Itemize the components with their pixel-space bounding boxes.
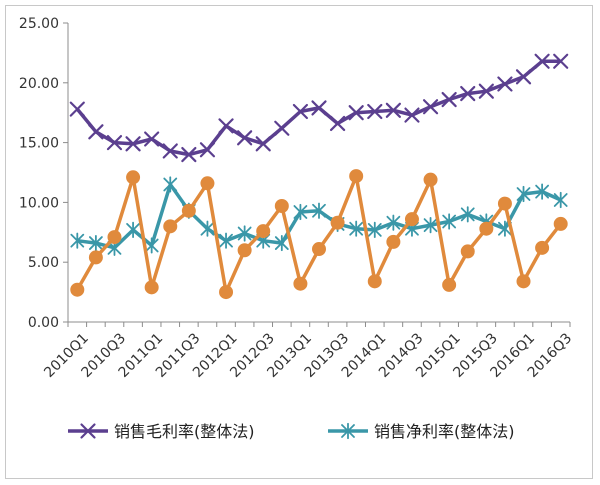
legend-swatch-marker <box>341 422 355 440</box>
y-tick-label: 25.00 <box>19 16 59 32</box>
series-1-point <box>274 234 289 252</box>
series-0-point <box>460 85 476 102</box>
series-2-point <box>219 285 234 300</box>
series-2-point <box>386 234 401 249</box>
series-2-point <box>349 169 364 184</box>
series-2-point <box>126 170 141 185</box>
series-2-point <box>404 212 419 227</box>
series-1-point <box>386 214 401 231</box>
series-2-point <box>163 219 178 234</box>
series-1-point <box>219 232 233 249</box>
series-1-point <box>144 237 159 254</box>
series-0-point <box>441 91 457 108</box>
series-1-point <box>163 176 178 193</box>
series-2-point <box>237 243 252 258</box>
series-1-point <box>460 206 475 223</box>
series-0-point <box>292 103 309 120</box>
series-0-point <box>181 146 197 163</box>
series-0-point <box>199 142 216 158</box>
series-2-point <box>274 198 289 213</box>
series-2-point <box>256 224 271 239</box>
series-2-point <box>293 276 308 291</box>
series-2-point <box>442 277 457 292</box>
series-0-point <box>88 124 104 140</box>
series-1-point <box>237 225 252 242</box>
series-1-point <box>200 220 215 237</box>
series-1-point <box>126 221 140 239</box>
series-2-point <box>88 250 103 265</box>
series-0-point <box>162 143 178 159</box>
legend-label: 销售毛利率(整体法) <box>114 422 255 441</box>
series-2-point <box>312 242 326 257</box>
series-0-point <box>311 100 327 116</box>
series-2-point <box>553 216 568 231</box>
series-1-point <box>442 213 457 230</box>
series-2-point <box>423 172 438 187</box>
series-2-point <box>200 176 215 191</box>
series-0-point <box>106 135 123 151</box>
legend-label: 销售净利率(整体法) <box>374 422 515 441</box>
series-0-point <box>515 69 532 85</box>
y-tick-label: 10.00 <box>19 195 59 211</box>
series-0-point <box>218 118 234 134</box>
series-2-point <box>479 221 494 236</box>
series-1-point <box>70 232 85 249</box>
series-2-point <box>516 274 531 289</box>
series-1-point <box>516 185 531 203</box>
series-0-point <box>404 107 420 123</box>
series-0-point <box>255 136 271 152</box>
series-1-point <box>293 203 308 221</box>
series-0-point <box>348 105 364 121</box>
series-0-point <box>385 102 401 118</box>
series-2-point <box>144 280 159 295</box>
y-tick-label: 0.00 <box>28 315 59 331</box>
series-0-point <box>478 83 494 99</box>
series-2-point <box>460 244 475 259</box>
series-2-point <box>107 230 122 245</box>
series-0-point <box>237 130 253 146</box>
series-0-point <box>274 120 290 136</box>
series-0-point <box>497 76 513 92</box>
series-1-point <box>535 183 550 200</box>
series-2-point <box>535 240 550 255</box>
series-2-point <box>367 274 382 289</box>
legend-swatch-marker <box>80 423 96 439</box>
series-0-point <box>329 115 346 132</box>
y-tick-label: 20.00 <box>19 76 59 92</box>
y-tick-label: 15.00 <box>19 136 59 152</box>
series-2-point <box>70 282 85 297</box>
series-1-point <box>423 217 438 234</box>
series-1-point <box>367 221 382 239</box>
series-0-point <box>125 136 141 152</box>
series-0-point <box>144 131 160 147</box>
y-tick-label: 5.00 <box>28 255 59 271</box>
series-0-point <box>367 103 383 120</box>
series-0-point <box>553 53 569 69</box>
series-1-point <box>553 191 568 209</box>
series-0-point <box>534 53 550 69</box>
series-2-point <box>497 196 512 211</box>
series-1-point <box>349 220 364 237</box>
series-0-point <box>422 99 439 115</box>
series-2-point <box>330 215 345 230</box>
series-0-point <box>69 101 85 117</box>
chart-frame <box>5 5 593 479</box>
series-1-point <box>88 234 103 252</box>
series-1-point <box>312 202 326 219</box>
series-2-point <box>181 203 196 218</box>
